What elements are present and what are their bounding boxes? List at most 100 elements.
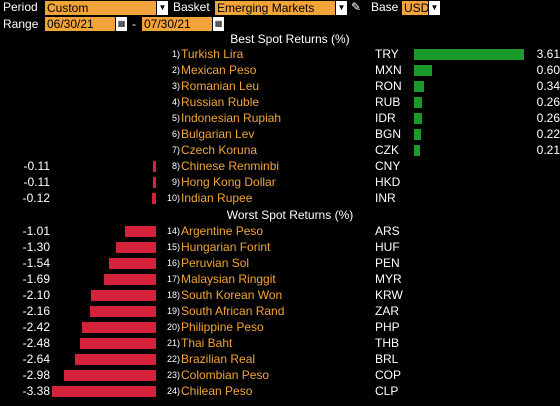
currency-code: IDR	[375, 111, 396, 125]
return-value: -2.48	[22, 336, 50, 350]
rank-number: 24)	[166, 386, 180, 396]
currency-name[interactable]: Chilean Peso	[181, 384, 253, 398]
list-item[interactable]: 24) Chilean Peso CLP -3.38	[0, 384, 560, 400]
currency-name[interactable]: Argentine Peso	[181, 224, 264, 238]
range-separator: -	[132, 17, 136, 31]
rank-number: 22)	[166, 354, 180, 364]
negative-return-bar	[104, 274, 156, 285]
currency-code: KRW	[375, 288, 403, 302]
list-item[interactable]: 5) Indonesian Rupiah IDR 0.26	[0, 111, 560, 127]
currency-code: CNY	[375, 159, 401, 173]
currency-name[interactable]: South Korean Won	[181, 288, 283, 302]
currency-name[interactable]: Czech Koruna	[181, 143, 258, 157]
currency-name[interactable]: Thai Baht	[181, 336, 233, 350]
currency-code: BRL	[375, 352, 399, 366]
return-value: 0.26	[536, 111, 560, 125]
currency-code: PHP	[375, 320, 400, 334]
base-label: Base	[371, 0, 399, 14]
basket-select[interactable]: Emerging Markets	[215, 1, 335, 15]
rank-number: 16)	[166, 258, 180, 268]
list-item[interactable]: 2) Mexican Peso MXN 0.60	[0, 63, 560, 79]
list-item[interactable]: 4) Russian Ruble RUB 0.26	[0, 95, 560, 111]
return-value: -2.16	[22, 304, 50, 318]
currency-name[interactable]: Indian Rupee	[181, 191, 253, 205]
base-dropdown-icon[interactable]: ▼	[429, 1, 440, 15]
list-item[interactable]: 21) Thai Baht THB -2.48	[0, 336, 560, 352]
basket-label: Basket	[173, 0, 210, 14]
list-item[interactable]: 9) Hong Kong Dollar HKD -0.11	[0, 175, 560, 191]
currency-name[interactable]: Mexican Peso	[181, 63, 257, 77]
list-item[interactable]: 23) Colombian Peso COP -2.98	[0, 368, 560, 384]
list-item[interactable]: 6) Bulgarian Lev BGN 0.22	[0, 127, 560, 143]
rank-number: 3)	[171, 81, 180, 91]
list-item[interactable]: 1) Turkish Lira TRY 3.61	[0, 47, 560, 63]
currency-code: PEN	[375, 256, 400, 270]
currency-name[interactable]: Turkish Lira	[181, 47, 244, 61]
list-item[interactable]: 7) Czech Koruna CZK 0.21	[0, 143, 560, 159]
worst-returns-title: Worst Spot Returns (%)	[226, 208, 354, 222]
rank-number: 14)	[166, 226, 180, 236]
rank-number: 20)	[166, 322, 180, 332]
currency-code: ZAR	[375, 304, 399, 318]
currency-name[interactable]: South African Rand	[181, 304, 285, 318]
currency-code: HKD	[375, 175, 401, 189]
return-value: -0.11	[23, 159, 50, 173]
currency-name[interactable]: Chinese Renminbi	[181, 159, 280, 173]
list-item[interactable]: 3) Romanian Leu RON 0.34	[0, 79, 560, 95]
period-dropdown-icon[interactable]: ▼	[157, 1, 168, 15]
list-item[interactable]: 15) Hungarian Forint HUF -1.30	[0, 240, 560, 256]
rank-number: 21)	[166, 338, 180, 348]
negative-return-bar	[152, 177, 156, 188]
currency-name[interactable]: Peruvian Sol	[181, 256, 250, 270]
range-start-input[interactable]: 06/30/21	[45, 17, 115, 31]
currency-name[interactable]: Indonesian Rupiah	[181, 111, 282, 125]
range-end-calendar-icon[interactable]: ▦	[213, 17, 224, 31]
negative-return-bar	[152, 161, 156, 172]
currency-name[interactable]: Brazilian Real	[181, 352, 256, 366]
range-end-input[interactable]: 07/30/21	[142, 17, 212, 31]
range-label: Range	[3, 17, 39, 31]
currency-name[interactable]: Romanian Leu	[181, 79, 260, 93]
rank-number: 15)	[166, 242, 180, 252]
currency-name[interactable]: Philippine Peso	[181, 320, 264, 334]
currency-name[interactable]: Malaysian Ringgit	[181, 272, 276, 286]
currency-name[interactable]: Hong Kong Dollar	[181, 175, 276, 189]
currency-code: THB	[375, 336, 399, 350]
list-item[interactable]: 10) Indian Rupee INR -0.12	[0, 191, 560, 207]
rank-number: 7)	[171, 145, 180, 155]
range-start-calendar-icon[interactable]: ▦	[116, 17, 127, 31]
currency-code: HUF	[375, 240, 400, 254]
currency-name[interactable]: Colombian Peso	[181, 368, 270, 382]
list-item[interactable]: 16) Peruvian Sol PEN -1.54	[0, 256, 560, 272]
list-item[interactable]: 19) South African Rand ZAR -2.16	[0, 304, 560, 320]
base-currency-select[interactable]: USD	[402, 1, 430, 15]
list-item[interactable]: 14) Argentine Peso ARS -1.01	[0, 224, 560, 240]
rank-number: 10)	[166, 193, 180, 203]
list-item[interactable]: 20) Philippine Peso PHP -2.42	[0, 320, 560, 336]
rank-number: 6)	[171, 129, 180, 139]
list-item[interactable]: 17) Malaysian Ringgit MYR -1.69	[0, 272, 560, 288]
positive-return-bar	[414, 129, 421, 140]
period-select[interactable]: Custom	[45, 1, 156, 15]
positive-return-bar	[414, 97, 422, 108]
currency-name[interactable]: Russian Ruble	[181, 95, 260, 109]
positive-return-bar	[414, 81, 425, 92]
edit-pencil-icon[interactable]: ✎	[351, 0, 362, 14]
currency-code: INR	[375, 191, 396, 205]
list-item[interactable]: 18) South Korean Won KRW -2.10	[0, 288, 560, 304]
negative-return-bar	[81, 322, 156, 333]
basket-dropdown-icon[interactable]: ▼	[336, 1, 347, 15]
negative-return-bar	[116, 242, 156, 253]
rank-number: 1)	[171, 49, 180, 59]
currency-name[interactable]: Hungarian Forint	[181, 240, 271, 254]
list-item[interactable]: 8) Chinese Renminbi CNY -0.11	[0, 159, 560, 175]
list-item[interactable]: 22) Brazilian Real BRL -2.64	[0, 352, 560, 368]
return-value: 0.22	[536, 127, 560, 141]
currency-code: CZK	[375, 143, 399, 157]
return-value: -1.01	[22, 224, 50, 238]
rank-number: 9)	[171, 177, 180, 187]
currency-name[interactable]: Bulgarian Lev	[181, 127, 255, 141]
return-value: -3.38	[22, 384, 50, 398]
return-value: -1.54	[22, 256, 50, 270]
positive-return-bar	[414, 113, 422, 124]
